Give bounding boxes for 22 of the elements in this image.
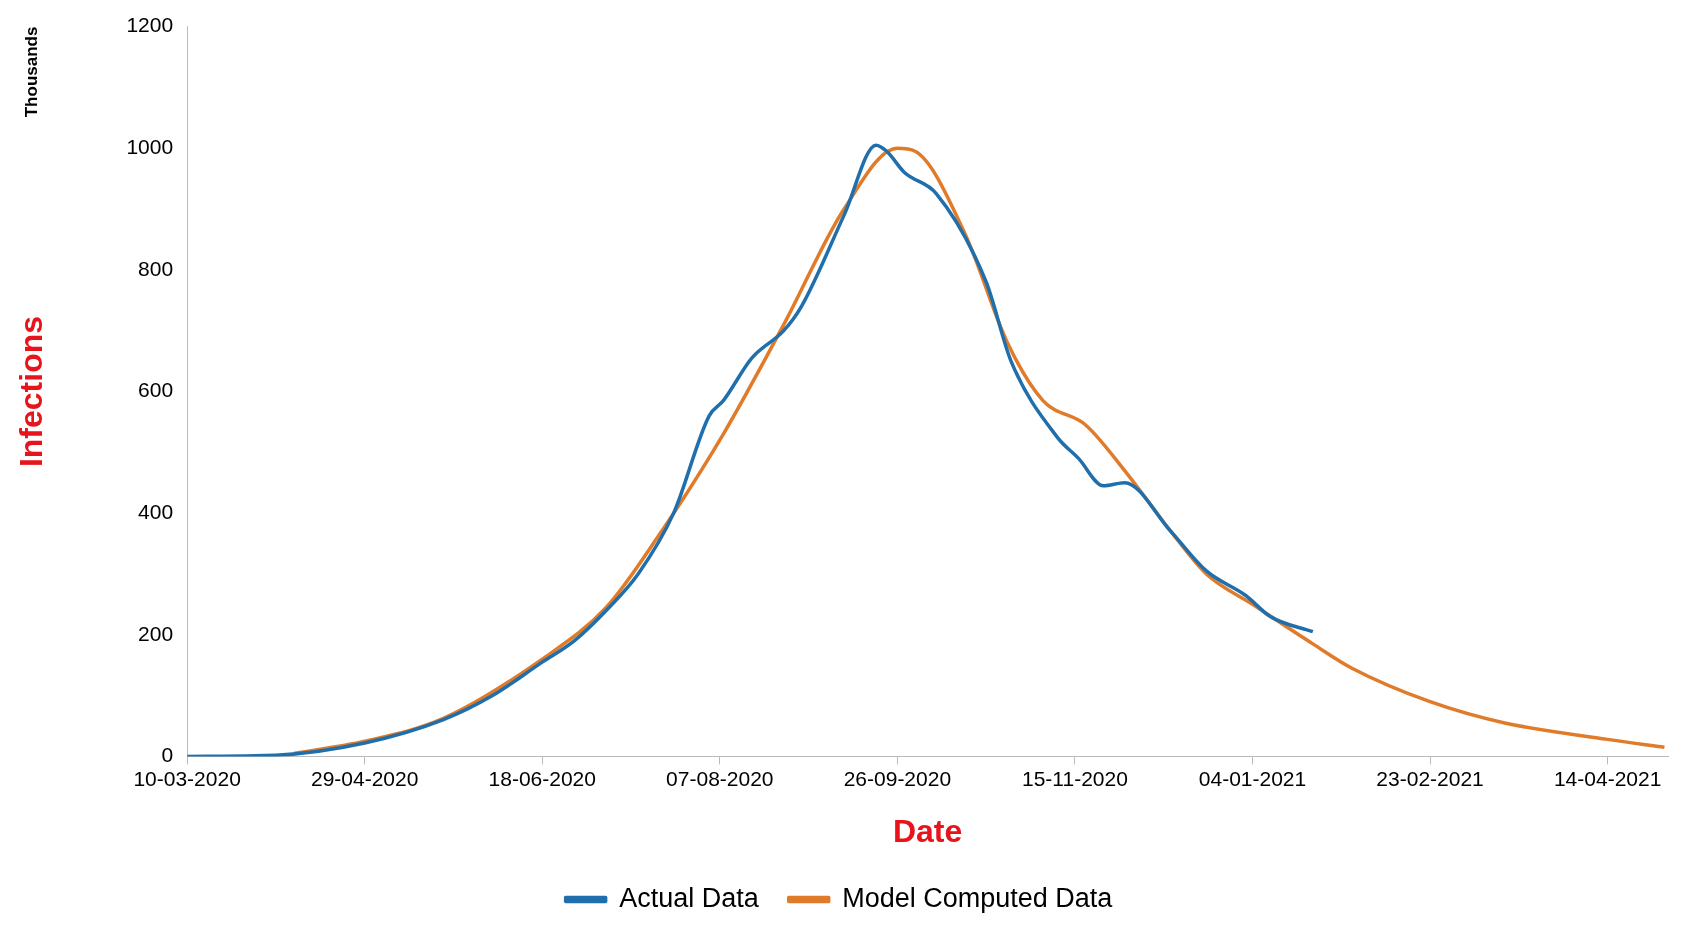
y-tick-label: 1200 — [126, 13, 174, 37]
line-series — [187, 143, 1315, 757]
y-tick-label: 600 — [138, 378, 174, 402]
x-tick-label: 14-04-2021 — [1553, 766, 1662, 790]
x-tick-label: 18-06-2020 — [488, 766, 596, 790]
x-tick-label: 07-08-2020 — [666, 766, 774, 790]
y-tick-label: 400 — [138, 499, 174, 523]
text: Thousands — [21, 26, 41, 118]
x-tick-label: 26-09-2020 — [843, 766, 952, 790]
x-tick-label: 29-04-2020 — [310, 766, 419, 790]
y-tick-label: 200 — [138, 621, 174, 645]
y-axis-title: Infections — [13, 315, 50, 468]
x-tick-label: 10-03-2020 — [133, 766, 241, 790]
legend-label: Actual Data — [619, 882, 760, 913]
x-axis-title: Date — [892, 812, 963, 849]
y-tick-label: 800 — [138, 256, 174, 280]
x-tick-label: 15-11-2020 — [1022, 766, 1128, 790]
legend-label: Model Computed Data — [842, 882, 1114, 913]
x-tick-label: 23-02-2021 — [1376, 766, 1484, 790]
y-tick-label: 0 — [161, 743, 174, 767]
y-tick-label: 1000 — [126, 135, 174, 159]
x-tick-label: 04-01-2021 — [1198, 766, 1307, 790]
